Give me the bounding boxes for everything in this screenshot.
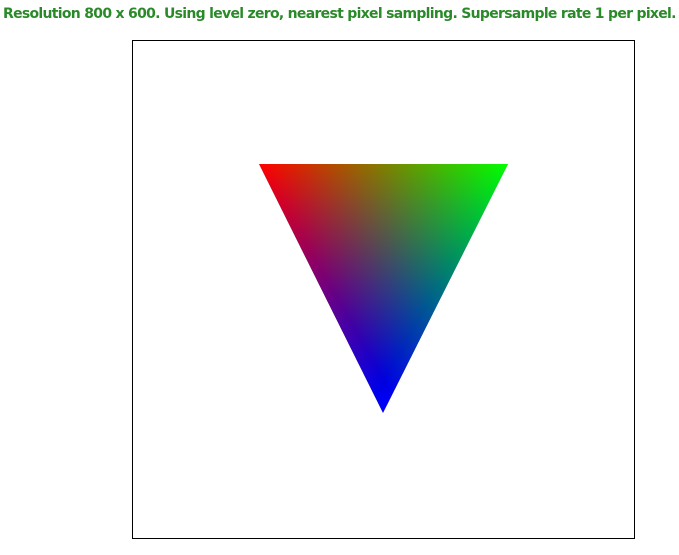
render-canvas — [259, 164, 508, 413]
render-viewport[interactable] — [132, 40, 635, 539]
rgb-triangle — [259, 164, 508, 413]
status-text: Resolution 800 x 600. Using level zero, … — [3, 6, 676, 22]
